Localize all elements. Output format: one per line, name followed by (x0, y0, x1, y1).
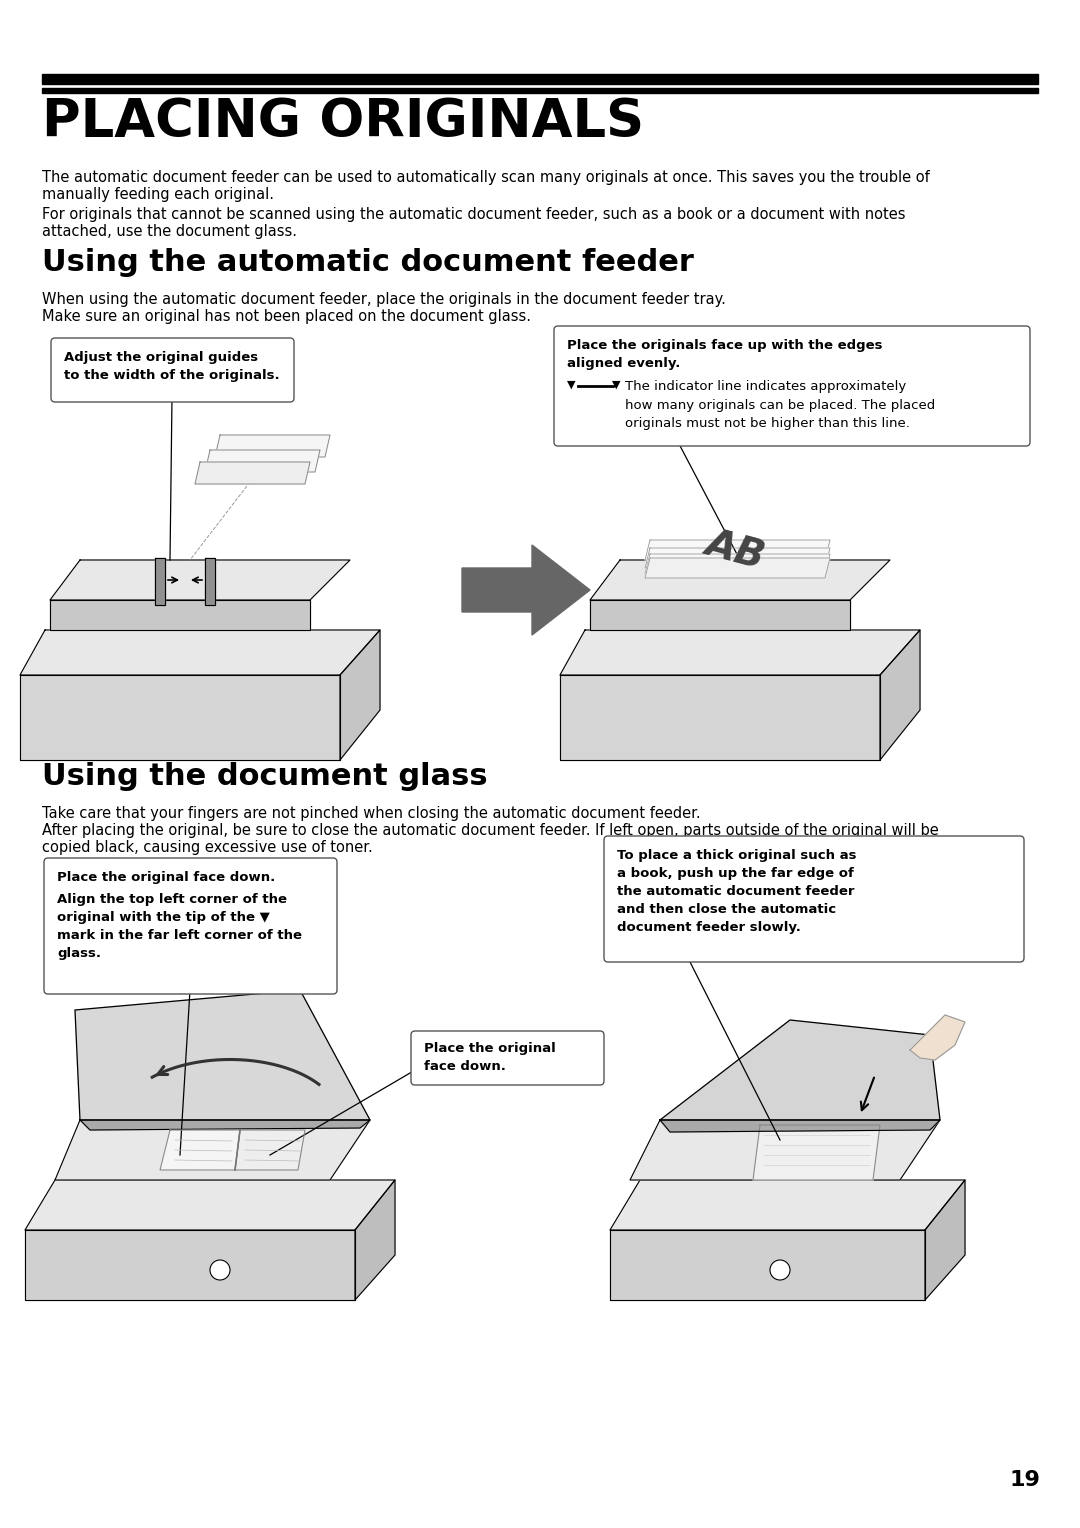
Polygon shape (660, 1021, 940, 1120)
FancyBboxPatch shape (554, 325, 1030, 446)
Polygon shape (753, 1125, 880, 1180)
Polygon shape (235, 1131, 305, 1170)
Polygon shape (561, 675, 880, 759)
Polygon shape (25, 1230, 355, 1300)
Text: PLACING ORIGINALS: PLACING ORIGINALS (42, 96, 644, 148)
Text: To place a thick original such as
a book, push up the far edge of
the automatic : To place a thick original such as a book… (617, 850, 856, 934)
Text: ▼: ▼ (567, 380, 576, 390)
Polygon shape (195, 461, 310, 484)
Polygon shape (630, 1120, 940, 1180)
Text: For originals that cannot be scanned using the automatic document feeder, such a: For originals that cannot be scanned usi… (42, 206, 905, 222)
Text: to the width of the originals.: to the width of the originals. (64, 368, 280, 382)
Text: The indicator line indicates approximately
how many originals can be placed. The: The indicator line indicates approximate… (625, 380, 935, 429)
Polygon shape (160, 1131, 240, 1170)
FancyBboxPatch shape (44, 859, 337, 995)
Polygon shape (80, 1120, 370, 1131)
Circle shape (210, 1261, 230, 1280)
Polygon shape (215, 435, 330, 457)
Text: manually feeding each original.: manually feeding each original. (42, 186, 274, 202)
Text: After placing the original, be sure to close the automatic document feeder. If l: After placing the original, be sure to c… (42, 824, 939, 837)
Polygon shape (660, 1120, 940, 1132)
Bar (42, 89, 1038, 93)
Polygon shape (561, 630, 920, 675)
Text: Align the top left corner of the
original with the tip of the ▼
mark in the far : Align the top left corner of the origina… (57, 892, 302, 960)
Polygon shape (610, 1230, 924, 1300)
Text: copied black, causing excessive use of toner.: copied black, causing excessive use of t… (42, 840, 373, 856)
Text: Using the document glass: Using the document glass (42, 762, 488, 792)
Text: Adjust the original guides: Adjust the original guides (64, 351, 258, 364)
Polygon shape (340, 630, 380, 759)
Bar (42, 73, 1038, 84)
Polygon shape (645, 549, 831, 568)
FancyBboxPatch shape (51, 338, 294, 402)
Text: When using the automatic document feeder, place the originals in the document fe: When using the automatic document feeder… (42, 292, 726, 307)
Polygon shape (21, 630, 380, 675)
Text: aligned evenly.: aligned evenly. (567, 358, 680, 370)
Circle shape (770, 1261, 789, 1280)
Text: The automatic document feeder can be used to automatically scan many originals a: The automatic document feeder can be use… (42, 170, 930, 185)
Polygon shape (50, 559, 350, 601)
Polygon shape (55, 1120, 370, 1180)
Polygon shape (355, 1180, 395, 1300)
Polygon shape (610, 1180, 966, 1230)
Polygon shape (645, 558, 831, 578)
Polygon shape (924, 1180, 966, 1300)
Text: Place the originals face up with the edges: Place the originals face up with the edg… (567, 339, 882, 351)
Text: face down.: face down. (424, 1060, 505, 1073)
Text: AB: AB (701, 524, 769, 576)
Text: ▼: ▼ (612, 380, 621, 390)
Polygon shape (462, 545, 590, 636)
Polygon shape (590, 559, 890, 601)
Text: Using the automatic document feeder: Using the automatic document feeder (42, 248, 693, 277)
Polygon shape (75, 990, 370, 1120)
Polygon shape (645, 555, 831, 575)
Text: Make sure an original has not been placed on the document glass.: Make sure an original has not been place… (42, 309, 531, 324)
Polygon shape (50, 601, 310, 630)
Polygon shape (156, 558, 165, 605)
Text: Take care that your fingers are not pinched when closing the automatic document : Take care that your fingers are not pinc… (42, 805, 701, 821)
Polygon shape (880, 630, 920, 759)
Polygon shape (21, 675, 340, 759)
Text: Place the original: Place the original (424, 1042, 556, 1054)
Polygon shape (645, 539, 831, 559)
Polygon shape (910, 1015, 966, 1060)
Text: 19: 19 (1009, 1470, 1040, 1490)
Text: attached, use the document glass.: attached, use the document glass. (42, 225, 297, 238)
Polygon shape (205, 451, 320, 472)
FancyBboxPatch shape (411, 1031, 604, 1085)
Polygon shape (205, 558, 215, 605)
Polygon shape (590, 601, 850, 630)
Polygon shape (25, 1180, 395, 1230)
Text: Place the original face down.: Place the original face down. (57, 871, 275, 885)
FancyBboxPatch shape (604, 836, 1024, 963)
